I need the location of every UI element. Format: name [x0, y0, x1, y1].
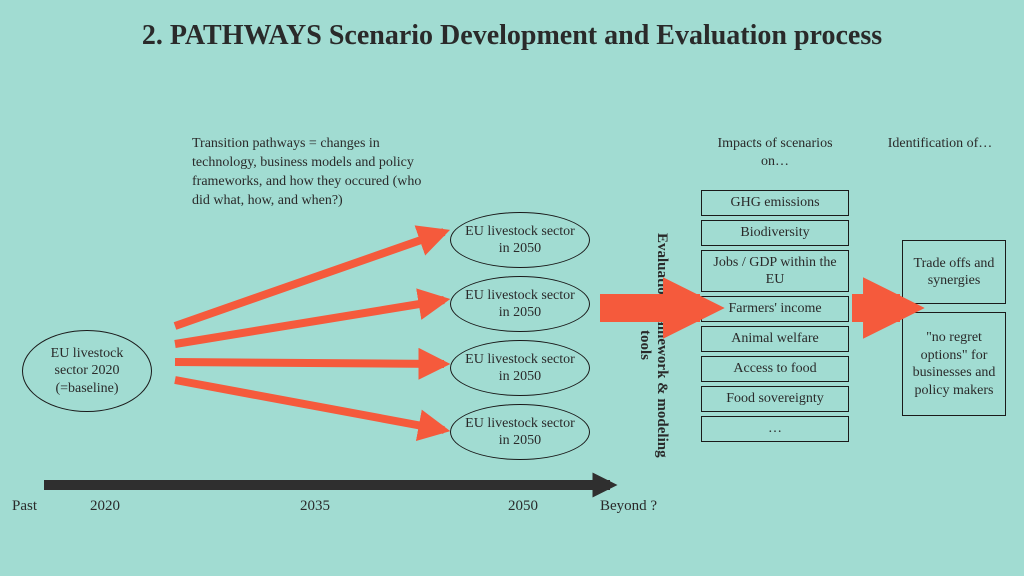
evaluation-framework-label: Evaluation framework & modeling tools: [636, 220, 670, 470]
impact-box: Biodiversity: [701, 220, 849, 246]
scenario-ellipse: EU livestock sector in 2050: [450, 404, 590, 460]
timeline-label: 2035: [300, 498, 330, 515]
scenario-ellipse: EU livestock sector in 2050: [450, 276, 590, 332]
identification-box: Trade offs and synergies: [902, 240, 1006, 304]
scenario-ellipse: EU livestock sector in 2050: [450, 340, 590, 396]
identification-box: "no regret options" for businesses and p…: [902, 312, 1006, 416]
timeline-label: Past: [12, 498, 37, 515]
impact-box: Food sovereignty: [701, 386, 849, 412]
impact-box: Farmers' income: [701, 296, 849, 322]
timeline-label: 2020: [90, 498, 120, 515]
impact-box: Animal welfare: [701, 326, 849, 352]
impacts-header: Impacts of scenarios on…: [705, 135, 845, 171]
identification-header: Identification of…: [880, 135, 1000, 153]
scenario-ellipse: EU livestock sector in 2050: [450, 212, 590, 268]
impact-box: Access to food: [701, 356, 849, 382]
baseline-ellipse: EU livestock sector 2020 (=baseline): [22, 330, 152, 412]
impact-box: …: [701, 416, 849, 442]
timeline-label: 2050: [508, 498, 538, 515]
page-title: 2. PATHWAYS Scenario Development and Eva…: [0, 18, 1024, 53]
pathways-description: Transition pathways = changes in technol…: [192, 135, 432, 211]
impact-box: GHG emissions: [701, 190, 849, 216]
timeline-label: Beyond ?: [600, 498, 657, 515]
impact-box: Jobs / GDP within the EU: [701, 250, 849, 292]
